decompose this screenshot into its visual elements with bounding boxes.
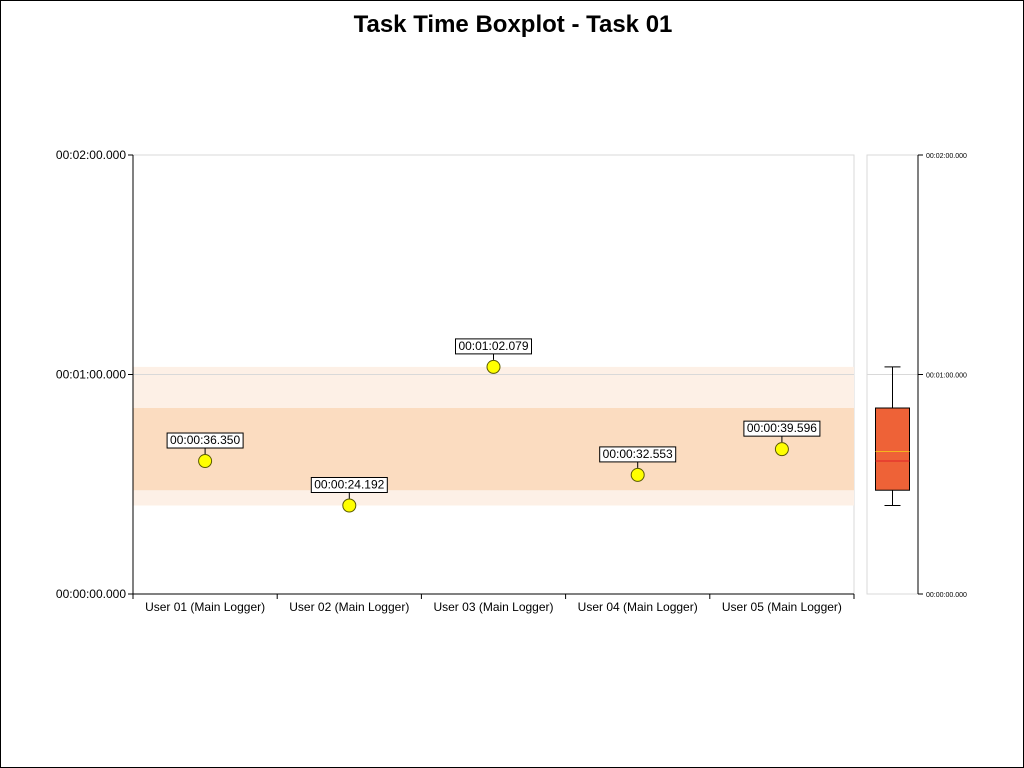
y-tick-label: 00:01:00.000	[56, 368, 126, 382]
boxplot-tick-label: 00:00:00.000	[926, 592, 967, 599]
chart-title: Task Time Boxplot - Task 01	[353, 11, 673, 38]
x-tick-label: User 01 (Main Logger)	[145, 600, 265, 614]
data-point	[486, 359, 501, 374]
data-point-group: 00:00:24.192	[310, 476, 388, 513]
data-label: 00:00:24.192	[314, 477, 384, 491]
data-label-box	[743, 420, 821, 437]
y-tick-label: 00:02:00.000	[56, 148, 126, 162]
boxplot-tick-label: 00:02:00.000	[926, 153, 967, 160]
data-label-box	[310, 476, 388, 493]
x-tick-label: User 03 (Main Logger)	[433, 600, 553, 614]
data-point-group: 00:01:02.079	[455, 338, 532, 374]
data-label: 00:00:36.350	[170, 433, 240, 447]
interquartile-band	[133, 408, 854, 491]
data-label-box	[599, 446, 677, 463]
data-label: 00:00:32.553	[603, 447, 673, 461]
data-label: 00:01:02.079	[458, 339, 528, 353]
data-label-box	[455, 338, 532, 355]
data-point-group: 00:00:32.553	[599, 446, 677, 482]
x-tick-label: User 02 (Main Logger)	[289, 600, 409, 614]
boxplot-tick-label: 00:01:00.000	[926, 373, 967, 380]
data-label-box	[166, 432, 244, 449]
data-point-group: 00:00:39.596	[743, 420, 821, 457]
data-point	[774, 442, 789, 457]
data-point	[198, 454, 213, 469]
data-point	[630, 467, 645, 482]
x-tick-label: User 05 (Main Logger)	[722, 600, 842, 614]
data-label: 00:00:39.596	[747, 421, 817, 435]
x-tick-label: User 04 (Main Logger)	[578, 600, 698, 614]
data-point	[342, 498, 357, 513]
data-point-group: 00:00:36.350	[166, 432, 244, 469]
boxplot-box	[875, 407, 910, 491]
y-tick-label: 00:00:00.000	[56, 587, 126, 601]
